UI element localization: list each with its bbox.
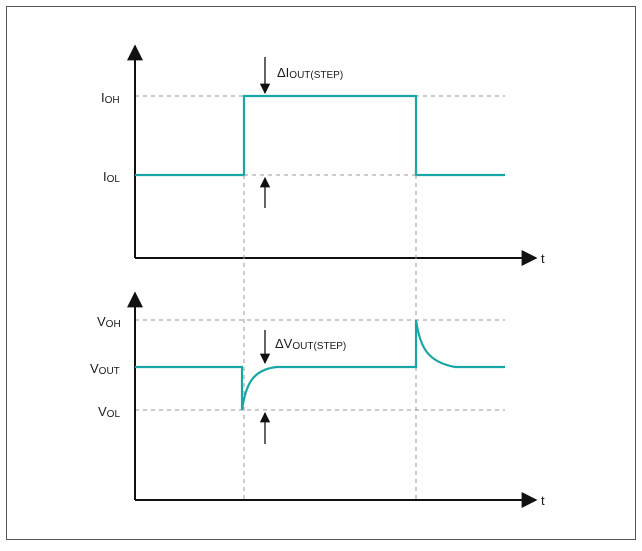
ioh-label: IOH: [101, 90, 120, 106]
voh-label: VOH: [97, 314, 121, 330]
delta-iout-step-label: ΔIOUT(STEP): [277, 65, 343, 81]
voltage-plot: VOH VOUT VOL t ΔVOUT(STEP): [90, 291, 545, 508]
vout-label: VOUT: [90, 361, 120, 377]
vol-label: VOL: [98, 404, 120, 420]
outer-frame: [6, 6, 636, 540]
iol-label: IOL: [103, 169, 120, 185]
voltage-x-axis-label: t: [541, 493, 545, 508]
voltage-trace: [135, 319, 505, 411]
delta-vout-step-label: ΔVOUT(STEP): [275, 336, 346, 352]
current-plot: IOH IOL t ΔIOUT(STEP): [101, 44, 545, 266]
current-x-axis-label: t: [541, 251, 545, 266]
current-trace: [135, 94, 505, 177]
